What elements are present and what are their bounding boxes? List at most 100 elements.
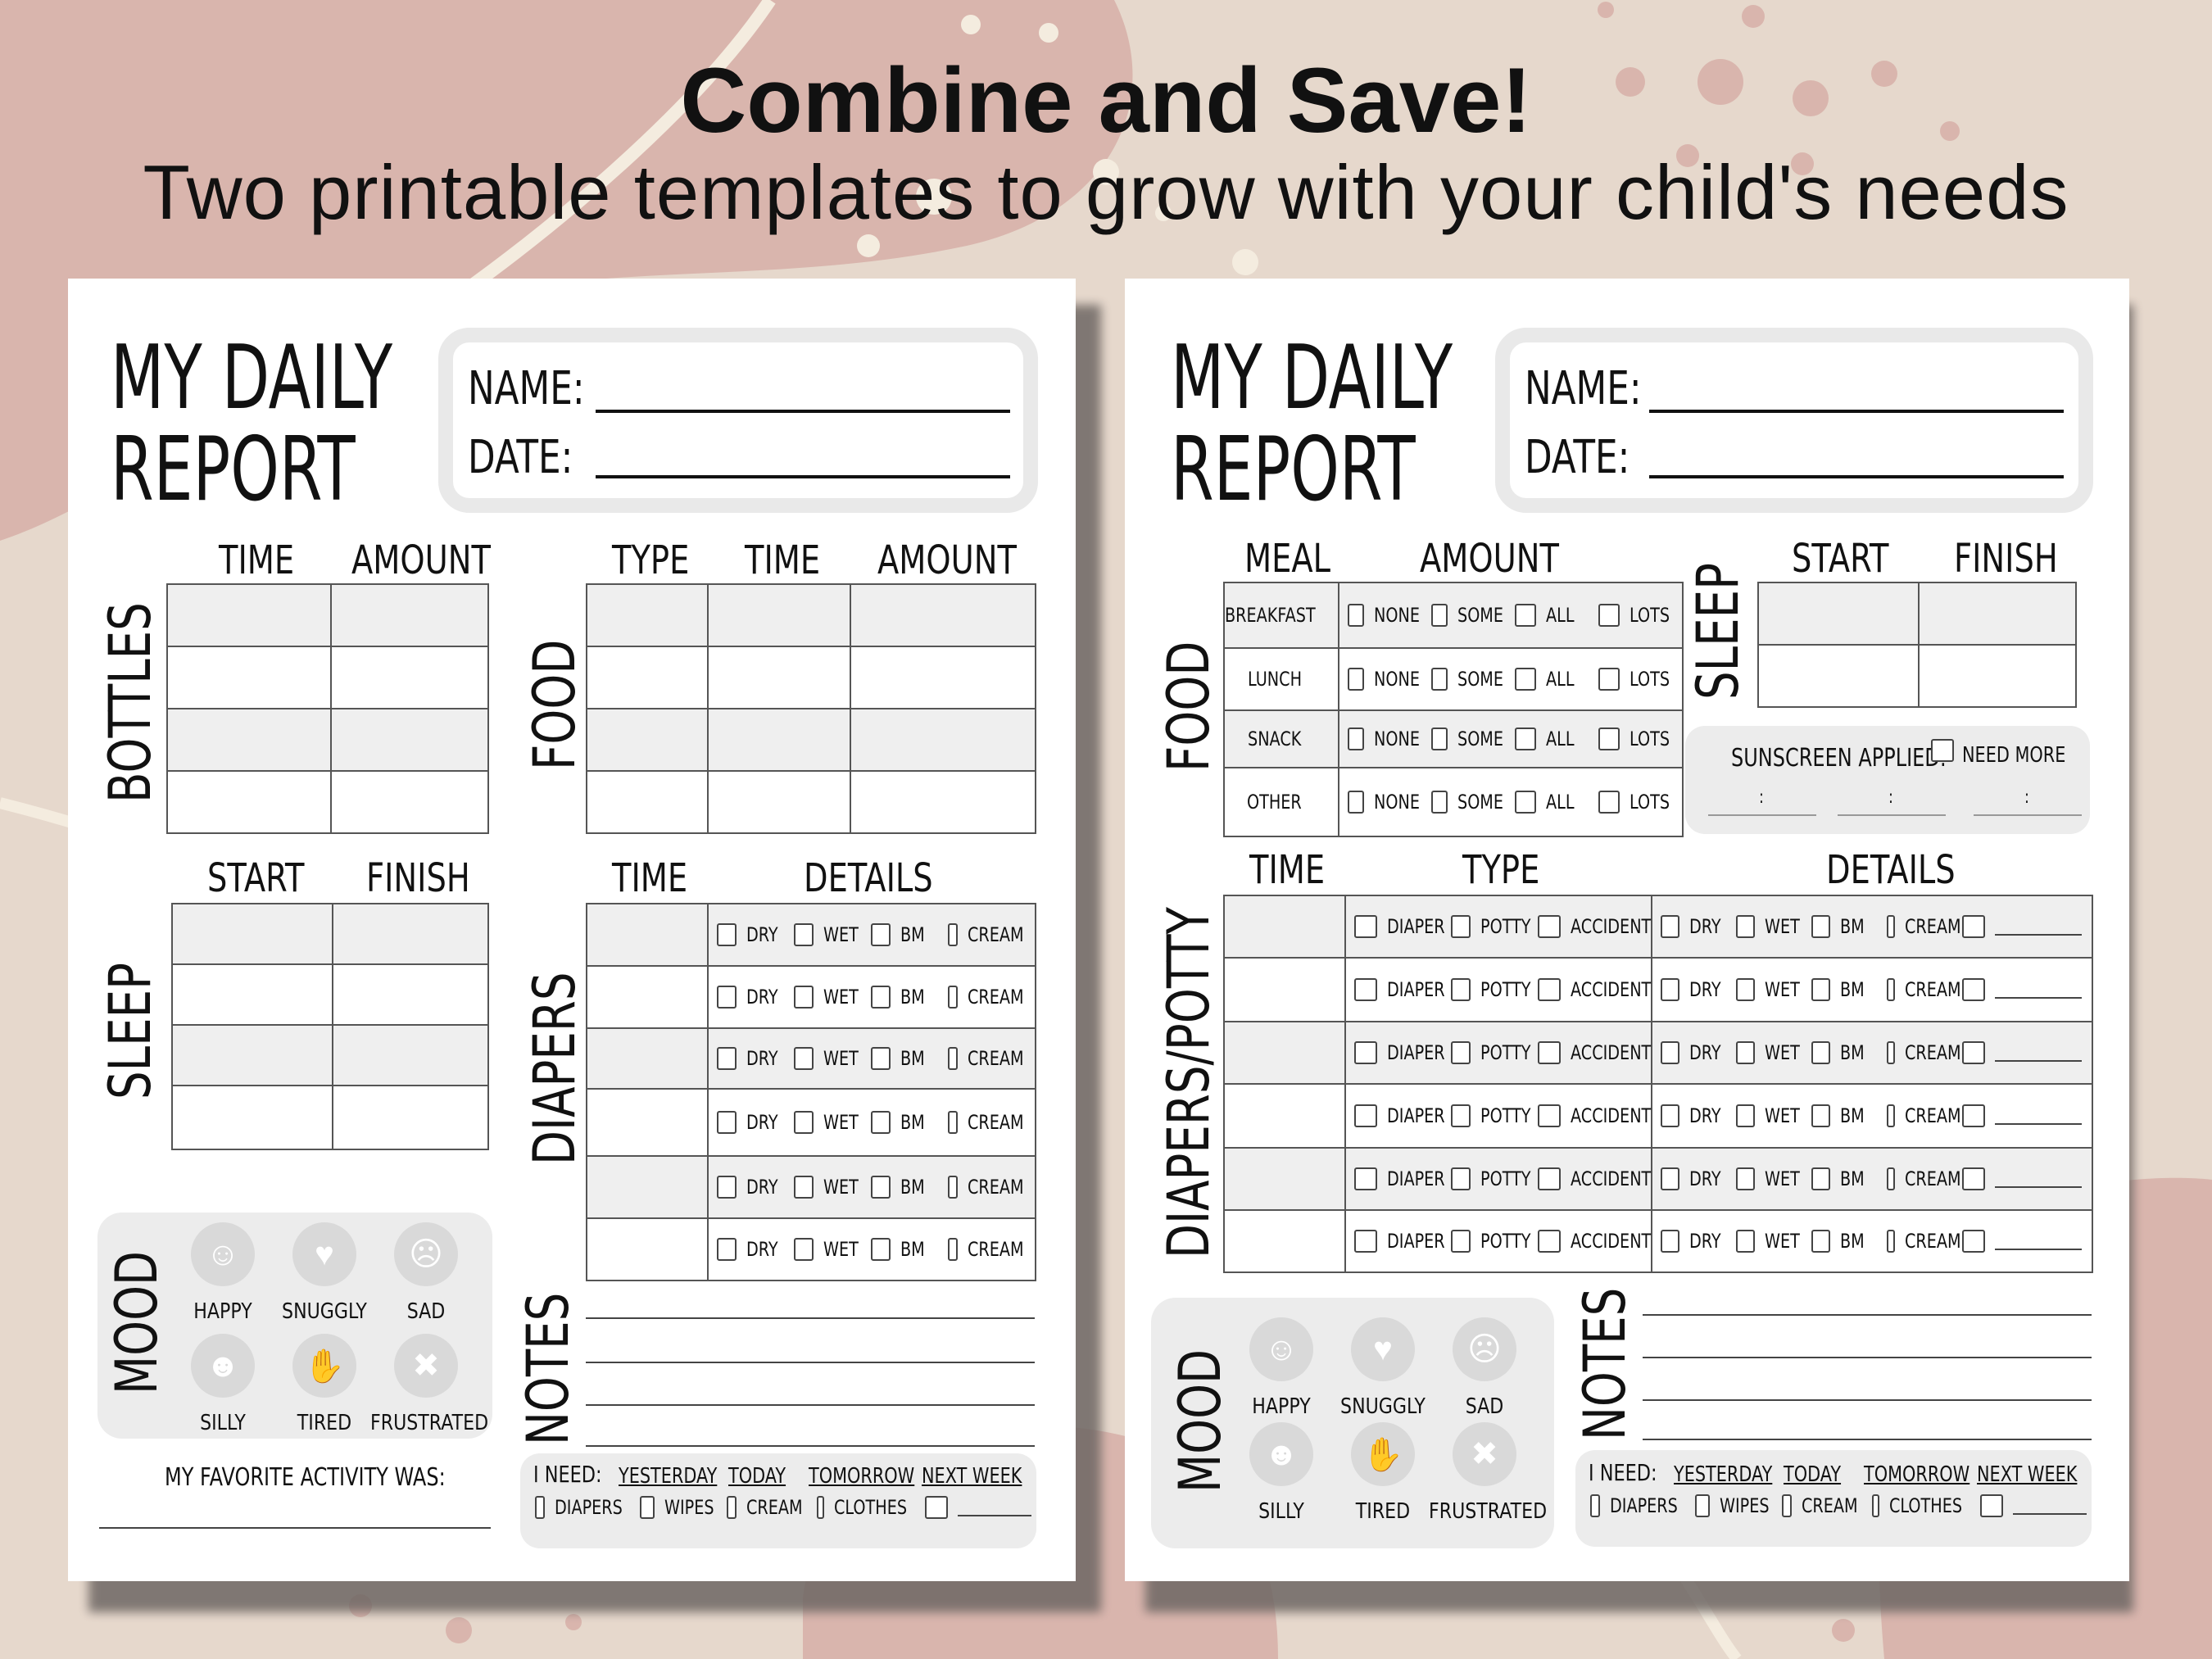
checkbox[interactable] [948, 1047, 958, 1070]
notes-line[interactable] [1643, 1314, 2092, 1316]
checkbox-option[interactable]: ALL [1515, 791, 1598, 814]
need-item-option[interactable]: CLOTHES [1872, 1494, 1980, 1517]
checkbox-option[interactable]: POTTY [1451, 1230, 1538, 1253]
checkbox-option[interactable]: POTTY [1451, 1104, 1538, 1127]
checkbox-option[interactable]: CREAM [948, 1111, 1025, 1134]
checkbox[interactable] [948, 923, 958, 946]
checkbox[interactable] [1695, 1494, 1711, 1517]
checkbox[interactable] [1538, 1167, 1561, 1190]
checkbox[interactable] [1598, 728, 1620, 750]
time-cell[interactable] [1223, 1147, 1346, 1211]
checkbox-option[interactable]: POTTY [1451, 1041, 1538, 1064]
checkbox[interactable] [1598, 668, 1620, 691]
checkbox-option[interactable]: DRY [1661, 1104, 1736, 1127]
checkbox[interactable] [794, 1047, 814, 1070]
checkbox[interactable] [1980, 1494, 2003, 1517]
checkbox[interactable] [1811, 915, 1831, 938]
checkbox[interactable] [1348, 728, 1365, 750]
checkbox-option[interactable]: CREAM [948, 1047, 1025, 1070]
notes-line[interactable] [586, 1404, 1035, 1406]
checkbox[interactable] [1348, 604, 1365, 627]
checkbox[interactable] [1354, 1230, 1377, 1253]
checkbox[interactable] [1451, 915, 1471, 938]
time-cell[interactable] [1223, 1083, 1346, 1149]
checkbox[interactable] [1515, 668, 1537, 691]
checkbox-option[interactable]: SOME [1431, 791, 1515, 814]
checkbox-option[interactable]: BM [871, 923, 948, 946]
checkbox-option[interactable]: WET [1736, 1167, 1811, 1190]
checkbox-option[interactable]: POTTY [1451, 1167, 1538, 1190]
checkbox[interactable] [1962, 1167, 1985, 1190]
checkbox-option[interactable]: BM [871, 1047, 948, 1070]
checkbox-option[interactable]: WET [794, 923, 871, 946]
date-line[interactable] [1649, 475, 2064, 478]
checkbox-option[interactable]: CREAM [1887, 1041, 1962, 1064]
checkbox-option[interactable]: SOME [1431, 604, 1515, 627]
need-item-option[interactable]: CREAM [727, 1496, 817, 1519]
checkbox-option[interactable]: WET [1736, 1041, 1811, 1064]
checkbox-option[interactable]: BM [1811, 1167, 1887, 1190]
checkbox[interactable] [727, 1496, 737, 1519]
checkbox-option[interactable]: CREAM [1887, 915, 1962, 938]
checkbox-option[interactable]: DRY [1661, 1230, 1736, 1253]
checkbox-option[interactable]: DIAPER [1354, 1230, 1451, 1253]
checkbox[interactable] [1451, 978, 1471, 1001]
checkbox[interactable] [948, 1111, 958, 1134]
checkbox-option[interactable]: ALL [1515, 604, 1598, 627]
need-item-option[interactable]: DIAPERS [535, 1496, 640, 1519]
checkbox[interactable] [871, 1047, 891, 1070]
checkbox[interactable] [794, 1176, 814, 1199]
when-option[interactable]: TODAY [1784, 1462, 1842, 1487]
other-option[interactable] [925, 1496, 1031, 1519]
checkbox-option[interactable]: DRY [717, 1176, 794, 1199]
checkbox[interactable] [1887, 1041, 1895, 1064]
checkbox-option[interactable]: POTTY [1451, 915, 1538, 938]
checkbox-option[interactable]: DRY [717, 986, 794, 1009]
other-line[interactable] [2013, 1513, 2087, 1515]
name-line[interactable] [596, 410, 1010, 413]
other-line[interactable] [1995, 934, 2082, 936]
checkbox-option[interactable]: SOME [1431, 668, 1515, 691]
checkbox-option[interactable]: WET [794, 986, 871, 1009]
checkbox-option[interactable]: DIAPER [1354, 1041, 1451, 1064]
checkbox[interactable] [1354, 1167, 1377, 1190]
checkbox[interactable] [1538, 915, 1561, 938]
checkbox-option[interactable]: ACCIDENT [1538, 915, 1651, 938]
checkbox[interactable] [1538, 978, 1561, 1001]
checkbox[interactable] [1598, 791, 1620, 814]
time-cell[interactable] [586, 1027, 709, 1090]
checkbox[interactable] [1887, 1167, 1895, 1190]
other-line[interactable] [1995, 1060, 2082, 1062]
checkbox[interactable] [717, 1111, 737, 1134]
checkbox-option[interactable]: DIAPER [1354, 1167, 1451, 1190]
checkbox[interactable] [1348, 668, 1365, 691]
checkbox-option[interactable]: WET [1736, 978, 1811, 1001]
checkbox-option[interactable]: BM [871, 1111, 948, 1134]
checkbox[interactable] [1431, 728, 1448, 750]
when-option[interactable]: YESTERDAY [1674, 1462, 1773, 1487]
checkbox[interactable] [1538, 1104, 1561, 1127]
notes-line[interactable] [586, 1317, 1035, 1319]
when-option[interactable]: YESTERDAY [619, 1464, 718, 1489]
checkbox[interactable] [1661, 1167, 1680, 1190]
other-option[interactable] [1962, 1230, 2082, 1253]
other-line[interactable] [1995, 997, 2082, 999]
need-item-option[interactable]: DIAPERS [1590, 1494, 1695, 1517]
checkbox-option[interactable]: DRY [1661, 1167, 1736, 1190]
time-line[interactable] [1974, 814, 2082, 816]
checkbox[interactable] [1811, 1041, 1831, 1064]
checkbox-option[interactable]: DRY [717, 1111, 794, 1134]
checkbox-option[interactable]: CREAM [948, 923, 1025, 946]
date-line[interactable] [596, 475, 1010, 478]
checkbox-option[interactable]: WET [794, 1176, 871, 1199]
checkbox-option[interactable]: LOTS [1598, 728, 1682, 750]
checkbox[interactable] [1962, 1230, 1985, 1253]
checkbox-option[interactable]: LOTS [1598, 604, 1682, 627]
checkbox-option[interactable]: LOTS [1598, 791, 1682, 814]
checkbox[interactable] [1811, 1104, 1831, 1127]
checkbox[interactable] [1736, 915, 1756, 938]
checkbox[interactable] [1538, 1041, 1561, 1064]
checkbox[interactable] [1736, 978, 1756, 1001]
checkbox[interactable] [1661, 1230, 1680, 1253]
name-line[interactable] [1649, 410, 2064, 413]
